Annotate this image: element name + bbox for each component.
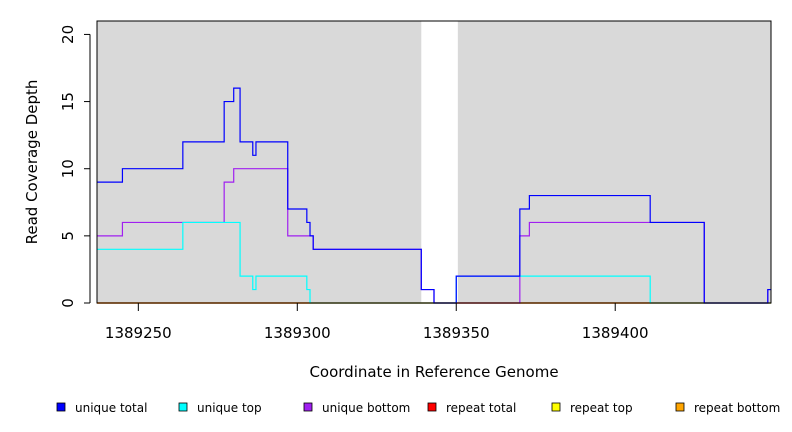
x-tick-label: 1389250 <box>105 324 172 342</box>
y-tick-label: 10 <box>59 159 77 178</box>
legend-item-unique-bottom: unique bottom <box>303 401 410 415</box>
x-axis: 1389250 1389300 1389350 1389400 <box>105 302 649 342</box>
legend-label: unique total <box>75 401 147 415</box>
legend-label: repeat bottom <box>694 401 780 415</box>
legend-swatch <box>675 402 685 412</box>
legend-item-repeat-top: repeat top <box>551 401 633 415</box>
shaded-regions <box>97 21 771 303</box>
y-axis: 0 5 10 15 20 <box>59 25 91 308</box>
legend-swatch <box>178 402 188 412</box>
y-tick-label: 5 <box>59 231 77 241</box>
legend-swatch <box>427 402 437 412</box>
legend-label: repeat total <box>446 401 516 415</box>
legend-item-repeat-total: repeat total <box>427 401 516 415</box>
y-tick-label: 20 <box>59 25 77 44</box>
legend-item-repeat-bottom: repeat bottom <box>675 401 780 415</box>
y-tick-label: 15 <box>59 92 77 111</box>
legend-swatch <box>551 402 561 412</box>
legend-swatch <box>56 402 66 412</box>
legend-label: unique top <box>197 401 262 415</box>
legend-label: unique bottom <box>322 401 410 415</box>
series-unique-total <box>97 87 771 304</box>
x-tick-label: 1389300 <box>264 324 331 342</box>
y-axis-label: Read Coverage Depth <box>23 80 41 245</box>
legend-item-unique-total: unique total <box>56 401 147 415</box>
y-tick-label: 0 <box>59 298 77 308</box>
x-tick-label: 1389400 <box>582 324 649 342</box>
shaded-region-1 <box>97 21 422 303</box>
x-axis-label: Coordinate in Reference Genome <box>309 363 558 381</box>
legend-label: repeat top <box>570 401 633 415</box>
shaded-region-2 <box>457 21 771 303</box>
x-tick-label: 1389350 <box>423 324 490 342</box>
legend-item-unique-top: unique top <box>178 401 262 415</box>
legend: unique total unique top unique bottom repea… <box>56 401 780 415</box>
legend-swatch <box>303 402 313 412</box>
